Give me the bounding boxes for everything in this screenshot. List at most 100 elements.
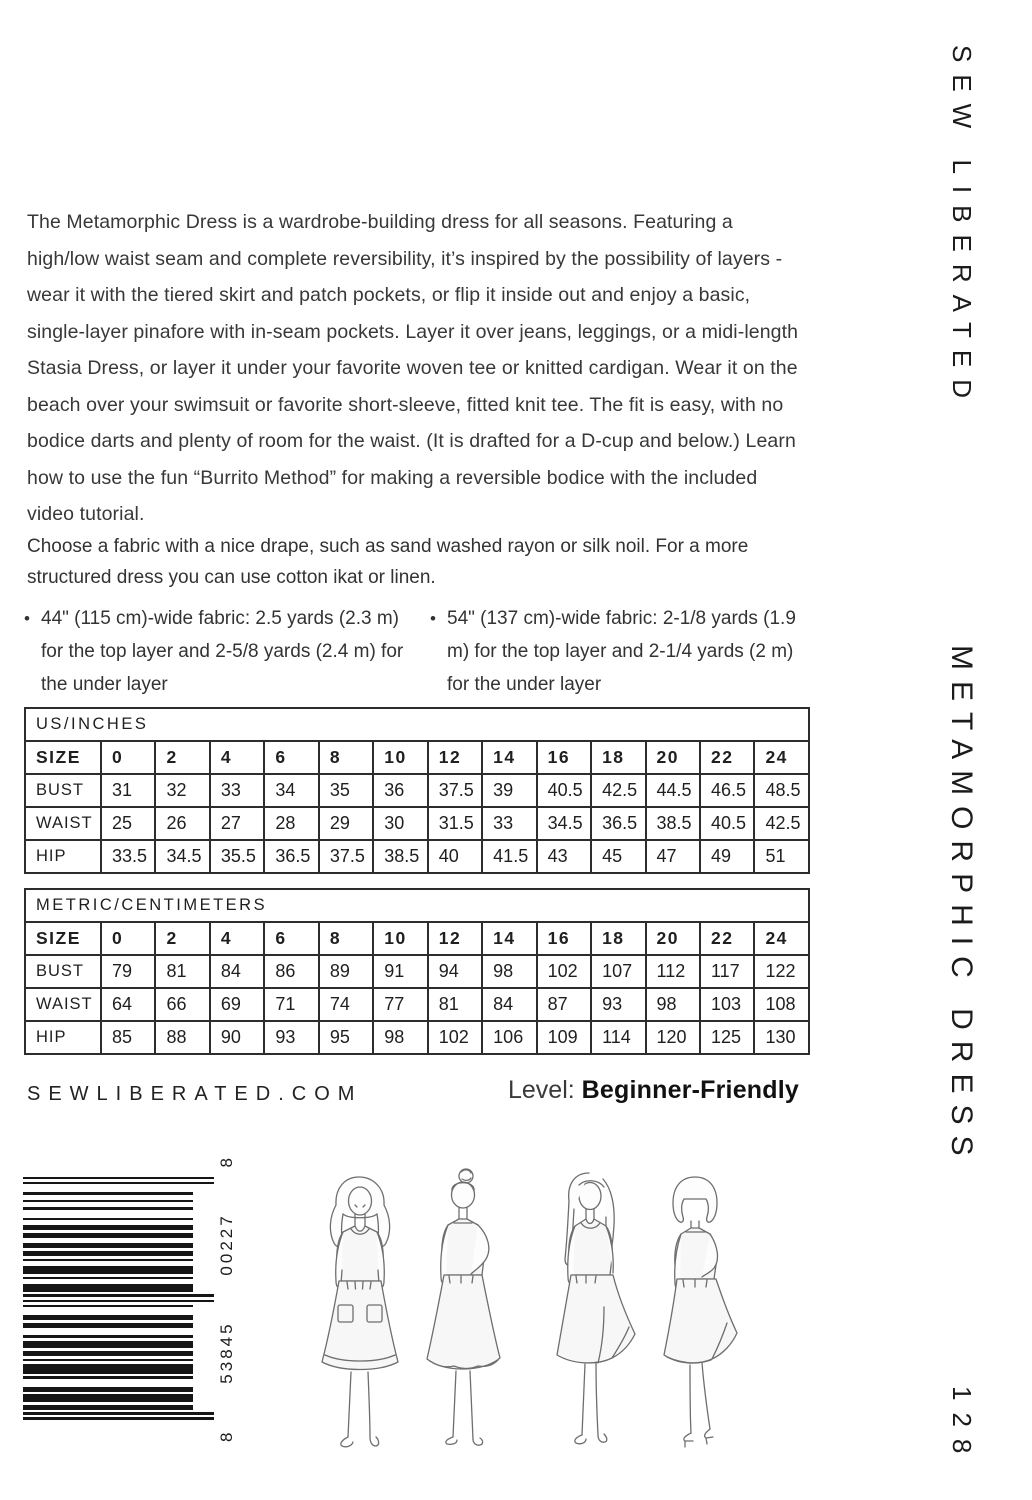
barcode-bar <box>23 1394 193 1397</box>
measurement-value: 95 <box>317 1020 375 1055</box>
barcode-bar <box>23 1276 193 1280</box>
measurement-value: 91 <box>372 954 429 989</box>
size-column-header: 16 <box>535 921 593 956</box>
size-column-header: 0 <box>99 921 157 956</box>
fabric-recommendation: Choose a fabric with a nice drape, such … <box>27 536 749 588</box>
size-header-label: SIZE <box>24 740 102 775</box>
barcode-bar <box>23 1235 193 1239</box>
barcode-bar <box>23 1314 193 1318</box>
pattern-number-vertical: 128 <box>947 1386 977 1466</box>
measurement-value: 25 <box>99 806 157 841</box>
measurement-value: 51 <box>753 839 810 874</box>
barcode-bar <box>23 1368 193 1372</box>
measurement-value: 35.5 <box>208 839 266 874</box>
fabric-requirement-44in: 44" (115 cm)-wide fabric: 2.5 yards (2.3… <box>41 608 404 695</box>
measurement-value: 94 <box>426 954 484 989</box>
measurement-value: 103 <box>698 987 756 1022</box>
measurement-value: 102 <box>535 954 593 989</box>
measurement-value: 98 <box>481 954 538 989</box>
barcode-digit-trail: 8 <box>217 1155 236 1168</box>
barcode-bar <box>23 1417 214 1420</box>
size-column-header: 8 <box>317 921 375 956</box>
barcode-bar <box>23 1363 193 1367</box>
barcode-bar <box>23 1404 193 1408</box>
barcode-bar <box>23 1207 193 1210</box>
measurement-value: 49 <box>698 839 756 874</box>
barcode-bar <box>23 1340 193 1344</box>
skill-level: Level: Beginner-Friendly <box>508 1076 799 1105</box>
barcode-bar <box>23 1350 193 1354</box>
barcode-bar <box>23 1286 193 1290</box>
barcode-bar <box>23 1396 193 1400</box>
measurement-value: 64 <box>99 987 157 1022</box>
measurement-value: 44.5 <box>644 773 701 808</box>
fabric-requirement-54in: 54" (137 cm)-wide fabric: 2-1/8 yards (1… <box>447 608 796 695</box>
upc-barcode: 8 53845 00227 8 <box>23 1155 239 1442</box>
barcode-bar <box>23 1317 193 1321</box>
measurement-value: 31.5 <box>426 806 484 841</box>
size-column-header: 0 <box>99 740 157 775</box>
size-column-header: 2 <box>154 740 211 775</box>
barcode-bar <box>23 1243 193 1246</box>
size-column-header: 20 <box>644 921 701 956</box>
measurement-value: 102 <box>426 1020 484 1055</box>
measurement-value: 84 <box>481 987 538 1022</box>
table-title: METRIC/CENTIMETERS <box>24 888 810 923</box>
measurement-label: HIP <box>24 839 102 874</box>
measurement-value: 85 <box>99 1020 157 1055</box>
size-column-header: 4 <box>208 740 266 775</box>
size-table: US/INCHES SIZE 0 2 4 6 8 10 12 14 16 18 20 22 24 BUST 31… <box>24 707 810 874</box>
barcode-bar <box>23 1304 193 1308</box>
measurement-value: 87 <box>535 987 593 1022</box>
measurement-value: 89 <box>317 954 375 989</box>
measurement-value: 45 <box>590 839 647 874</box>
measurement-value: 36.5 <box>263 839 320 874</box>
fabric-requirements-list: • 44" (115 cm)-wide fabric: 2.5 yards (2… <box>24 602 812 701</box>
measurement-value: 98 <box>644 987 701 1022</box>
list-item: • 54" (137 cm)-wide fabric: 2-1/8 yards … <box>430 602 812 701</box>
measurement-value: 88 <box>154 1020 211 1055</box>
size-column-header: 18 <box>590 921 647 956</box>
barcode-bar <box>23 1299 214 1303</box>
bullet-icon: • <box>430 609 436 628</box>
measurement-value: 32 <box>154 773 211 808</box>
size-column-header: 24 <box>753 740 810 775</box>
size-column-header: 18 <box>590 740 647 775</box>
measurement-value: 33 <box>208 773 266 808</box>
measurement-value: 109 <box>535 1020 593 1055</box>
measurement-value: 31 <box>99 773 157 808</box>
measurement-value: 40.5 <box>535 773 593 808</box>
size-column-header: 10 <box>372 740 429 775</box>
size-column-header: 14 <box>481 740 538 775</box>
barcode-bar <box>23 1284 193 1287</box>
size-column-header: 10 <box>372 921 429 956</box>
barcode-bar <box>23 1271 193 1274</box>
measurement-value: 81 <box>426 987 484 1022</box>
measurement-value: 98 <box>372 1020 429 1055</box>
measurement-value: 81 <box>154 954 211 989</box>
barcode-bar <box>23 1232 193 1236</box>
table-title: US/INCHES <box>24 707 810 742</box>
size-column-header: 6 <box>263 740 320 775</box>
measurement-value: 66 <box>154 987 211 1022</box>
measurement-value: 108 <box>753 987 810 1022</box>
size-column-header: 14 <box>481 921 538 956</box>
size-table: METRIC/CENTIMETERS SIZE 0 2 4 6 8 10 12 14 16 18 20 2… <box>24 888 810 1055</box>
measurement-value: 46.5 <box>698 773 756 808</box>
barcode-bar <box>23 1366 193 1369</box>
measurement-value: 42.5 <box>753 806 810 841</box>
measurement-value: 48.5 <box>753 773 810 808</box>
measurement-value: 39 <box>481 773 538 808</box>
measurement-value: 41.5 <box>481 839 538 874</box>
barcode-bar <box>23 1412 214 1415</box>
barcode-bar <box>23 1345 193 1349</box>
measurement-value: 47 <box>644 839 701 874</box>
measurement-value: 120 <box>644 1020 701 1055</box>
dress-illustrations <box>321 1168 738 1448</box>
size-column-header: 4 <box>208 921 266 956</box>
size-column-header: 16 <box>535 740 593 775</box>
measurement-value: 71 <box>263 987 320 1022</box>
measurement-value: 40.5 <box>698 806 756 841</box>
measurement-value: 43 <box>535 839 593 874</box>
barcode-bar <box>23 1176 214 1180</box>
